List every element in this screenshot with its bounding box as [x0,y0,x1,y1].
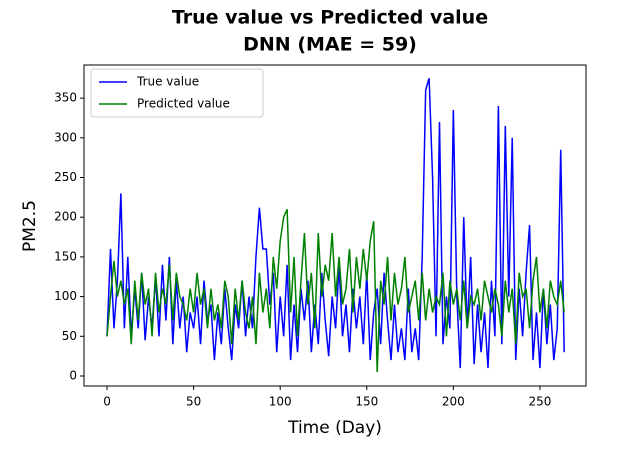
x-tick-label: 0 [103,395,111,409]
legend-label: True value [136,75,199,89]
x-tick-label: 150 [355,395,378,409]
y-tick-label: 300 [54,130,77,144]
x-tick-label: 250 [528,395,551,409]
x-tick-label: 50 [186,395,201,409]
y-tick-label: 50 [62,329,77,343]
chart-subtitle: DNN (MAE = 59) [243,34,417,56]
y-tick-label: 200 [54,210,77,224]
y-tick-label: 150 [54,249,77,263]
y-tick-label: 100 [54,289,77,303]
chart-title: True value vs Predicted value [172,7,488,29]
plot-frame [83,64,587,387]
y-tick-label: 0 [69,368,77,382]
data-line [106,208,565,373]
y-tick-label: 350 [54,91,77,105]
data-line [106,78,565,369]
x-tick-label: 200 [442,395,465,409]
x-tick-label: 100 [269,395,292,409]
y-axis-label: PM2.5 [20,200,40,252]
x-axis-label: Time (Day) [287,418,382,438]
legend-box [90,68,264,118]
legend-label: Predicted value [137,97,230,111]
y-tick-label: 250 [54,170,77,184]
